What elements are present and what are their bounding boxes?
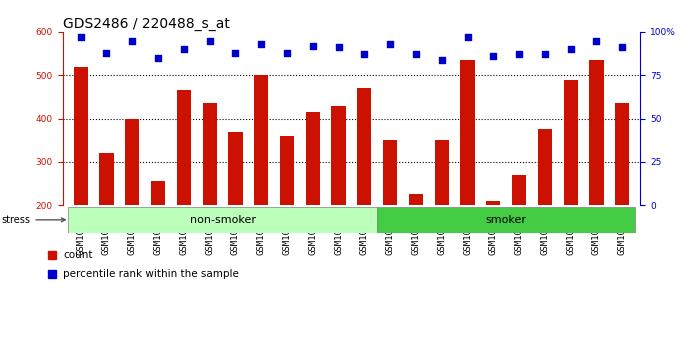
- Bar: [280, 136, 294, 205]
- Point: [565, 46, 576, 52]
- Text: non-smoker: non-smoker: [189, 215, 255, 225]
- Bar: [254, 75, 269, 205]
- Point: [462, 34, 473, 40]
- Bar: [228, 132, 242, 205]
- Bar: [203, 103, 216, 205]
- Text: stress: stress: [1, 215, 65, 225]
- Text: smoker: smoker: [486, 215, 527, 225]
- Point: [75, 34, 86, 40]
- Bar: [306, 112, 320, 205]
- Bar: [487, 201, 500, 205]
- Point: [152, 55, 164, 61]
- Point: [307, 43, 318, 48]
- Text: percentile rank within the sample: percentile rank within the sample: [63, 269, 239, 279]
- Point: [514, 52, 525, 57]
- Point: [617, 45, 628, 50]
- Text: count: count: [63, 250, 93, 259]
- Bar: [615, 103, 629, 205]
- Bar: [74, 67, 88, 205]
- Point: [436, 57, 448, 62]
- Bar: [383, 140, 397, 205]
- Point: [488, 53, 499, 59]
- Point: [385, 41, 396, 47]
- Bar: [377, 207, 635, 233]
- Bar: [331, 105, 346, 205]
- Bar: [409, 194, 423, 205]
- Bar: [564, 80, 578, 205]
- Bar: [68, 207, 377, 233]
- Point: [411, 52, 422, 57]
- Point: [230, 50, 241, 56]
- Bar: [434, 140, 449, 205]
- Bar: [177, 90, 191, 205]
- Bar: [151, 182, 165, 205]
- Point: [127, 38, 138, 44]
- Text: GDS2486 / 220488_s_at: GDS2486 / 220488_s_at: [63, 17, 230, 31]
- Bar: [461, 60, 475, 205]
- Bar: [590, 60, 603, 205]
- Point: [359, 52, 370, 57]
- Bar: [512, 175, 526, 205]
- Point: [101, 50, 112, 56]
- Point: [591, 38, 602, 44]
- Point: [204, 38, 215, 44]
- Point: [255, 41, 267, 47]
- Bar: [125, 119, 139, 205]
- Point: [539, 52, 551, 57]
- Point: [333, 45, 344, 50]
- Bar: [357, 88, 372, 205]
- Bar: [100, 153, 113, 205]
- Point: [178, 46, 189, 52]
- Point: [281, 50, 292, 56]
- Bar: [538, 130, 552, 205]
